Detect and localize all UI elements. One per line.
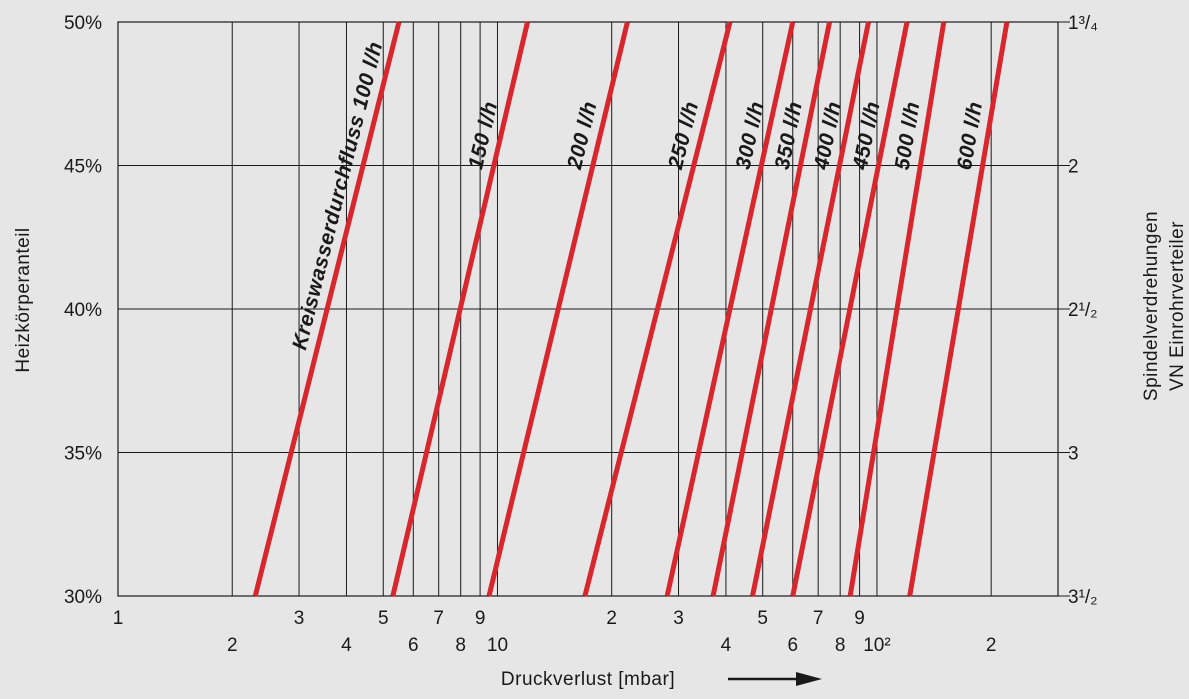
series-line xyxy=(582,21,733,597)
y2-tick-label: 2¹/₂ xyxy=(1068,300,1098,321)
y-axis-title: Heizkörperanteil xyxy=(13,227,34,372)
series-line xyxy=(252,21,402,597)
series-line xyxy=(486,21,630,597)
y-tick-label: 35% xyxy=(64,444,102,465)
x-tick-label: 2 xyxy=(606,608,617,629)
x-tick-label: 2 xyxy=(227,635,238,656)
x-tick-label: 7 xyxy=(813,608,824,629)
x-tick-label: 6 xyxy=(787,635,798,656)
x-tick-label: 4 xyxy=(721,635,732,656)
series-line xyxy=(664,21,796,597)
series-label: Kreiswasserdurchfluss 100 l/h xyxy=(288,39,387,352)
x-tick-label: 3 xyxy=(673,608,684,629)
y-tick-label: 30% xyxy=(64,587,102,608)
x-axis-title: Druckverlust [mbar] xyxy=(501,669,675,690)
y-tick-label: 45% xyxy=(64,157,102,178)
x-tick-label: 10 xyxy=(487,635,508,656)
x-tick-label: 9 xyxy=(475,608,486,629)
series-line xyxy=(710,21,832,597)
x-tick-label: 10² xyxy=(863,635,890,656)
x-tick-label: 3 xyxy=(294,608,305,629)
y2-axis-title-line1: Spindelverdrehungen xyxy=(1141,211,1162,401)
y2-axis-title-line2: VN Einrohrverteiler xyxy=(1167,221,1188,391)
x-tick-label: 2 xyxy=(986,635,997,656)
y2-tick-label: 3 xyxy=(1068,444,1079,465)
series-line xyxy=(750,21,871,597)
x-tick-label: 5 xyxy=(378,608,389,629)
x-tick-label: 6 xyxy=(408,635,419,656)
arrow-icon xyxy=(728,672,822,686)
series-line xyxy=(390,21,530,597)
x-tick-label: 5 xyxy=(757,608,768,629)
arrow-head xyxy=(796,672,822,686)
y2-tick-label: 1³/₄ xyxy=(1068,13,1098,34)
series-line xyxy=(847,21,947,597)
x-tick-label: 8 xyxy=(455,635,466,656)
y2-tick-label: 3¹/₂ xyxy=(1068,587,1098,608)
x-tick-label: 7 xyxy=(433,608,444,629)
x-tick-label: 1 xyxy=(113,608,124,629)
y-tick-label: 40% xyxy=(64,300,102,321)
x-tick-label: 8 xyxy=(835,635,846,656)
y-tick-label: 50% xyxy=(64,13,102,34)
series-label: 250 l/h xyxy=(664,99,703,172)
series-line xyxy=(907,21,1010,597)
series-line xyxy=(790,21,910,597)
x-tick-label: 4 xyxy=(341,635,352,656)
x-tick-label: 9 xyxy=(854,608,865,629)
axis-titles: Druckverlust [mbar] Heizkörperanteil Spi… xyxy=(13,211,1188,690)
y2-tick-label: 2 xyxy=(1068,157,1079,178)
